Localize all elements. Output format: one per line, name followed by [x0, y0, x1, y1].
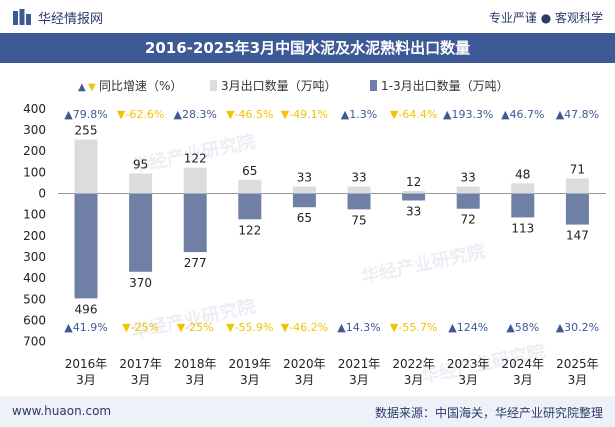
bar-march [456, 186, 480, 194]
bar-cumulative [511, 193, 535, 218]
bar-cumulative [565, 193, 589, 225]
legend-down-triangle: ▼ [88, 82, 96, 93]
y-tick-label: 300 [23, 123, 46, 137]
yoy-cumulative-label: ▲30.2% [556, 321, 599, 334]
bar-march [183, 167, 207, 194]
legend-cumulative-label: 1-3月出口数量（万吨） [381, 78, 509, 93]
y-tick-label: 200 [23, 144, 46, 158]
footer-url[interactable]: www.huaon.com [12, 404, 112, 418]
y-tick-label: 100 [23, 165, 46, 179]
yoy-march-label: ▲1.3% [341, 108, 377, 121]
bar-cumulative [129, 193, 153, 272]
bar-march [238, 179, 262, 194]
bar-cumulative [402, 193, 426, 201]
data-label-march: 71 [570, 162, 585, 176]
bar-cumulative [74, 193, 98, 299]
data-label-cumulative: 122 [238, 223, 261, 237]
yoy-march-label: ▲79.8% [64, 108, 107, 121]
data-label-march: 33 [297, 171, 312, 185]
x-tick-label: 2020年 3月 [283, 357, 326, 387]
yoy-cumulative-label: ▼-46.2% [281, 321, 328, 334]
x-tick-label: 2018年 3月 [174, 357, 217, 387]
bar-cumulative [183, 193, 207, 253]
brand-name: 华经情报网 [38, 12, 104, 27]
x-tick-label: 2025年 3月 [556, 357, 599, 387]
legend-march-swatch [210, 80, 217, 91]
y-tick-label: 300 [23, 250, 46, 264]
x-tick-label: 2016年 3月 [65, 357, 108, 387]
yoy-march-label: ▲47.8% [556, 108, 599, 121]
x-tick-label: 2024年 3月 [502, 357, 545, 387]
data-label-march: 12 [406, 175, 421, 189]
yoy-march-label: ▼-62.6% [117, 108, 164, 121]
data-label-march: 48 [515, 167, 530, 181]
legend-march-label: 3月出口数量（万吨） [221, 78, 337, 93]
bar-march [129, 173, 153, 194]
data-label-cumulative: 65 [297, 211, 312, 225]
footer: www.huaon.com 数据来源：中国海关，华经产业研究院整理 [0, 396, 615, 427]
y-tick-label: 200 [23, 229, 46, 243]
bar-cumulative [292, 193, 316, 208]
y-tick-label: 100 [23, 208, 46, 222]
yoy-march-label: ▲193.3% [443, 108, 493, 121]
bar-march [347, 186, 371, 194]
yoy-cumulative-label: ▲14.3% [337, 321, 380, 334]
bar-march [402, 190, 426, 194]
data-label-march: 122 [184, 152, 207, 166]
chart-title: 2016-2025年3月中国水泥及水泥熟料出口数量 [0, 33, 615, 63]
legend-up-triangle: ▲ [78, 82, 86, 93]
y-tick-label: 700 [23, 335, 46, 349]
data-label-march: 65 [242, 164, 257, 178]
yoy-cumulative-label: ▼-55.7% [390, 321, 437, 334]
y-tick-label: 0 [38, 187, 46, 201]
yoy-cumulative-label: ▲58% [506, 321, 539, 334]
data-label-cumulative: 113 [511, 221, 534, 235]
data-label-cumulative: 147 [566, 229, 589, 243]
yoy-cumulative-label: ▼-25% [177, 321, 214, 334]
yoy-cumulative-label: ▼-25% [122, 321, 159, 334]
x-tick-label: 2023年 3月 [447, 357, 490, 387]
data-label-cumulative: 75 [351, 213, 366, 227]
x-tick-label: 2017年 3月 [119, 357, 162, 387]
yoy-cumulative-label: ▼-55.9% [226, 321, 273, 334]
yoy-march-label: ▲46.7% [501, 108, 544, 121]
data-label-march: 33 [461, 171, 476, 185]
data-label-cumulative: 277 [184, 256, 207, 270]
bar-march [565, 178, 589, 194]
bar-march [74, 139, 98, 194]
legend-yoy-label: 同比增速（%） [99, 79, 182, 93]
data-label-cumulative: 33 [406, 204, 421, 218]
yoy-march-label: ▼-64.4% [390, 108, 437, 121]
y-tick-label: 600 [23, 313, 46, 327]
bar-march [292, 186, 316, 194]
y-tick-label: 400 [23, 102, 46, 116]
bar-cumulative [238, 193, 262, 220]
legend-cumulative-swatch [370, 80, 377, 91]
footer-source: 数据来源：中国海关，华经产业研究院整理 [374, 406, 603, 420]
bar-march [511, 183, 535, 194]
chart-area: ▲ ▼ 同比增速（%） 3月出口数量（万吨） 1-3月出口数量（万吨） 400 300 200… [23, 78, 606, 387]
yoy-march-label: ▲28.3% [173, 108, 216, 121]
yoy-march-label: ▼-49.1% [281, 108, 328, 121]
y-tick-label: 400 [23, 271, 46, 285]
data-label-cumulative: 496 [75, 302, 98, 316]
data-label-cumulative: 370 [129, 276, 152, 290]
data-label-march: 95 [133, 157, 148, 171]
x-tick-label: 2021年 3月 [338, 357, 381, 387]
data-label-march: 33 [351, 171, 366, 185]
header-bar: 华经情报网 专业严谨 ● 客观科学 [0, 0, 615, 33]
data-label-march: 255 [75, 124, 98, 138]
bar-cumulative [456, 193, 480, 209]
data-label-cumulative: 72 [461, 213, 476, 227]
y-tick-label: 500 [23, 292, 46, 306]
yoy-march-label: ▼-46.5% [226, 108, 273, 121]
slogan: 专业严谨 ● 客观科学 [488, 11, 603, 25]
yoy-cumulative-label: ▲124% [448, 321, 488, 334]
x-tick-label: 2019年 3月 [229, 357, 272, 387]
x-tick-label: 2022年 3月 [392, 357, 435, 387]
yoy-cumulative-label: ▲41.9% [64, 321, 107, 334]
logo-icon [13, 9, 31, 25]
bar-cumulative [347, 193, 371, 210]
